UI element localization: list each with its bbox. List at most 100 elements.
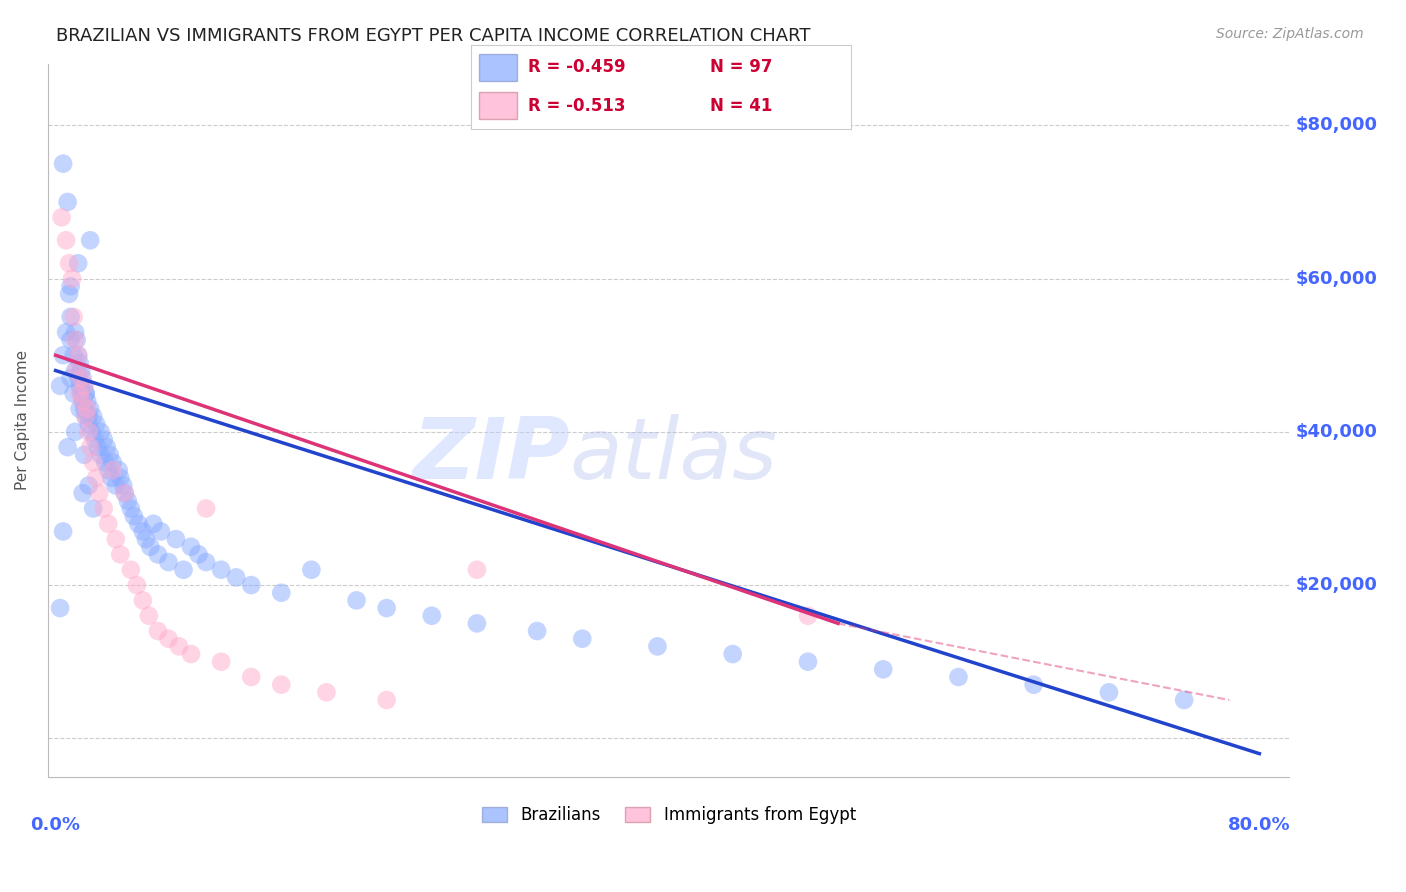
Point [69, 386, 91, 401]
Point [299, 563, 322, 577]
Point [270, 678, 292, 692]
Point [465, 563, 488, 577]
Point [110, 471, 132, 485]
Point [101, 455, 124, 469]
Point [139, 540, 162, 554]
Point [58, 256, 80, 270]
Point [117, 493, 139, 508]
Point [82, 455, 104, 469]
Text: atlas: atlas [569, 415, 778, 498]
Point [73, 448, 96, 462]
Point [127, 516, 149, 531]
Point [132, 524, 155, 539]
Text: $80,000: $80,000 [1296, 116, 1378, 135]
Point [73, 379, 96, 393]
Point [59, 279, 82, 293]
Point [110, 548, 132, 562]
Point [173, 563, 195, 577]
Point [346, 593, 368, 607]
Point [797, 608, 820, 623]
Point [167, 640, 190, 654]
Point [93, 433, 115, 447]
Point [101, 463, 124, 477]
Point [112, 478, 135, 492]
Point [107, 463, 129, 477]
Point [89, 486, 111, 500]
Text: N = 97: N = 97 [710, 59, 773, 77]
Point [120, 501, 142, 516]
Point [375, 601, 398, 615]
Point [76, 394, 98, 409]
Point [75, 386, 97, 401]
Point [62, 386, 84, 401]
Text: $60,000: $60,000 [1296, 269, 1378, 287]
Point [90, 425, 112, 439]
Point [420, 608, 443, 623]
Point [79, 233, 101, 247]
Point [56, 440, 79, 454]
Point [84, 471, 107, 485]
Point [49, 601, 72, 615]
Point [146, 548, 169, 562]
Point [83, 433, 105, 447]
Point [114, 486, 136, 500]
Point [76, 401, 98, 416]
Point [60, 271, 83, 285]
Point [63, 425, 86, 439]
Point [180, 540, 202, 554]
Point [104, 478, 127, 492]
Point [77, 409, 100, 424]
Point [797, 655, 820, 669]
Point [69, 356, 91, 370]
Point [82, 501, 104, 516]
Point [77, 478, 100, 492]
Point [240, 670, 263, 684]
Point [1173, 693, 1195, 707]
Point [195, 501, 218, 516]
Point [66, 333, 89, 347]
Point [59, 371, 82, 385]
Point [77, 425, 100, 439]
Text: R = -0.513: R = -0.513 [529, 96, 626, 114]
Point [465, 616, 488, 631]
Point [94, 455, 117, 469]
Point [77, 417, 100, 432]
Point [132, 593, 155, 607]
Point [49, 379, 72, 393]
Point [55, 233, 77, 247]
Point [122, 509, 145, 524]
Text: $20,000: $20,000 [1296, 576, 1378, 594]
Point [67, 348, 90, 362]
Point [51, 211, 73, 225]
Point [1022, 678, 1045, 692]
Point [62, 348, 84, 362]
Point [63, 363, 86, 377]
Point [59, 333, 82, 347]
Point [97, 516, 120, 531]
FancyBboxPatch shape [478, 54, 516, 81]
FancyBboxPatch shape [478, 92, 516, 120]
Point [526, 624, 548, 638]
Legend: Brazilians, Immigrants from Egypt: Brazilians, Immigrants from Egypt [474, 797, 865, 832]
Point [59, 310, 82, 324]
Point [165, 532, 187, 546]
Point [70, 363, 93, 377]
Point [56, 194, 79, 209]
Point [270, 586, 292, 600]
Point [67, 348, 90, 362]
Point [721, 647, 744, 661]
Point [82, 409, 104, 424]
Text: ZIP: ZIP [412, 415, 569, 498]
Point [104, 532, 127, 546]
Point [146, 624, 169, 638]
Point [209, 655, 232, 669]
Point [80, 425, 103, 439]
Point [157, 555, 180, 569]
Point [93, 501, 115, 516]
Point [73, 401, 96, 416]
Point [69, 379, 91, 393]
Point [195, 555, 218, 569]
Point [70, 386, 93, 401]
Point [647, 640, 669, 654]
Point [120, 563, 142, 577]
